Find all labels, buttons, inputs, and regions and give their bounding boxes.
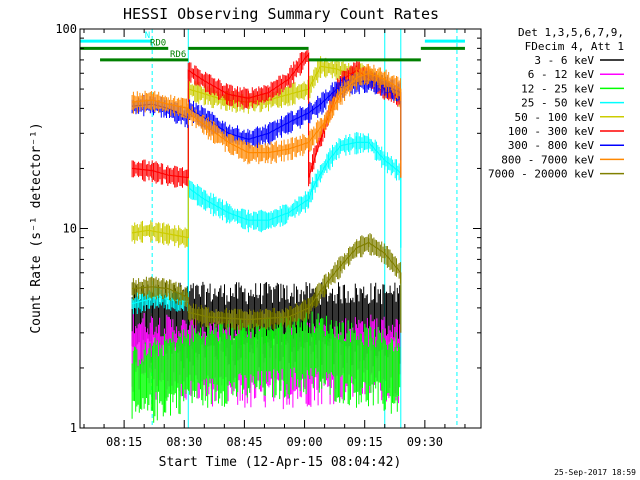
flag-label-n: N [145,31,150,41]
legend-entry-800-7000kev: 800 - 7000 keV [501,153,624,166]
flag-rd6: RD6 [100,50,421,62]
legend-label-100-300kev: 100 - 300 keV [508,125,594,138]
series-12-25kev [131,311,401,423]
y-tick-label-10: 10 [63,222,77,236]
x-tick-label-0930: 09:30 [407,435,443,449]
legend: Det 1,3,5,6,7,9, FDecim 4, Att 1 3 - 6 k… [488,26,624,181]
flag-label-rd0: RD0 [150,38,166,48]
x-tick-label-0830: 08:30 [166,435,202,449]
legend-entry-3-6kev: 3 - 6 keV [534,54,624,67]
x-tick-label-0845: 08:45 [226,435,262,449]
series-jitter-800-7000kev [131,63,401,165]
axes: 1 10 100 08:15 08:30 08:45 09:00 09:15 09:30 [55,22,481,449]
flag-rd0: RD0 [80,38,465,50]
legend-entry-6-12kev: 6 - 12 keV [528,68,624,81]
flag-label-rd6: RD6 [170,50,186,60]
legend-entry-300-800kev: 300 - 800 keV [508,139,624,152]
legend-entry-12-25kev: 12 - 25 keV [521,82,624,95]
series-jitter-7000-20000kev [131,233,401,331]
series-6-12kev [131,313,401,410]
flag-n: N [80,31,465,43]
legend-entry-100-300kev: 100 - 300 keV [508,125,624,138]
legend-label-12-25kev: 12 - 25 keV [521,82,594,95]
series-jitter-25-50kev [131,132,401,315]
y-axis-label: Count Rate (s⁻¹ detector⁻¹) [29,122,44,333]
legend-label-3-6kev: 3 - 6 keV [534,54,594,67]
legend-header-line-2: FDecim 4, Att 1 [525,40,624,53]
legend-entry-25-50kev: 25 - 50 keV [521,97,624,110]
x-tick-label-0900: 09:00 [286,435,322,449]
legend-label-25-50kev: 25 - 50 keV [521,97,594,110]
series-mark-6-12kev [131,313,401,410]
series-25-50kev [131,132,402,315]
series-800-7000kev [131,63,402,178]
legend-label-50-100kev: 50 - 100 keV [515,111,595,124]
chart-title: HESSI Observing Summary Count Rates [123,5,439,23]
generation-timestamp: 25-Sep-2017 18:59 [554,468,636,477]
legend-label-6-12kev: 6 - 12 keV [528,68,595,81]
x-tick-label-0815: 08:15 [106,435,142,449]
legend-entry-50-100kev: 50 - 100 keV [515,111,624,124]
x-tick-label-0915: 09:15 [347,435,383,449]
y-tick-label-1: 1 [70,421,77,435]
x-axis-label: Start Time (12-Apr-15 08:04:42) [159,455,402,470]
legend-label-7000-20000kev: 7000 - 20000 keV [488,168,594,181]
series-mark-12-25kev [131,311,401,423]
legend-label-800-7000kev: 800 - 7000 keV [501,153,594,166]
legend-label-300-800kev: 300 - 800 keV [508,139,594,152]
plot-area [131,29,458,428]
series-7000-20000kev [131,233,402,333]
legend-header-line-1: Det 1,3,5,6,7,9, [518,26,624,39]
y-tick-label-100: 100 [55,22,77,36]
legend-entry-7000-20000kev: 7000 - 20000 keV [488,168,624,181]
